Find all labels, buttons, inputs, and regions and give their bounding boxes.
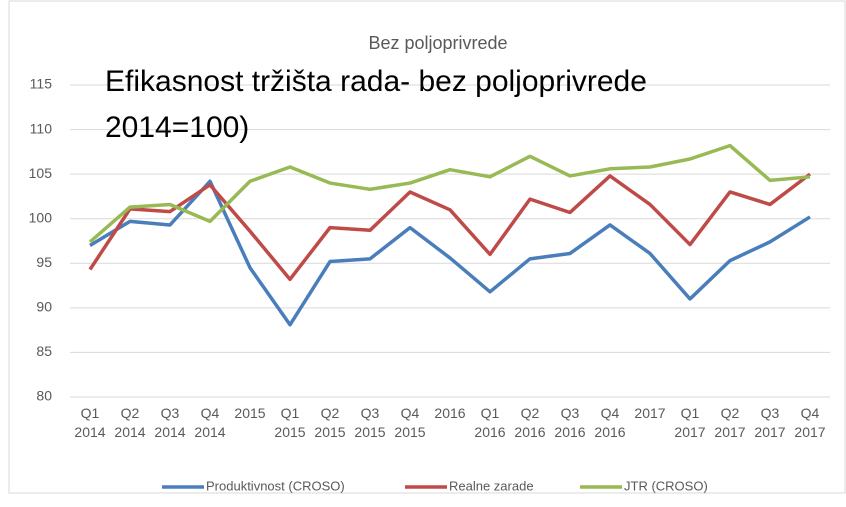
- y-tick-label: 85: [36, 343, 52, 359]
- x-tick-label: Q4 2016: [594, 405, 626, 440]
- x-tick-label: Q4 2017: [794, 405, 826, 440]
- y-tick-label: 90: [36, 299, 52, 315]
- chart-border: [8, 0, 846, 494]
- x-tick-label: 2016: [434, 405, 466, 421]
- x-tick-label: Q3 2015: [354, 405, 386, 440]
- x-tick-label: Q2 2015: [314, 405, 346, 440]
- y-tick-label: 115: [30, 76, 53, 92]
- annotation: 2014=100): [105, 111, 249, 144]
- x-tick-label: Q4 2015: [394, 405, 426, 440]
- x-tick-label: Q2 2014: [114, 405, 146, 440]
- line-series: [88, 143, 811, 244]
- legend-label: Realne zarade: [449, 478, 534, 493]
- x-tick-label: Q2 2017: [714, 405, 746, 440]
- chart-title: Bez poljoprivrede: [368, 33, 507, 53]
- x-tick-label: Q1 2014: [74, 405, 106, 440]
- annotation: Efikasnost tržišta rada- bez poljoprivre…: [105, 65, 647, 98]
- line-series: [88, 172, 812, 282]
- x-tick-label: Q3 2014: [154, 405, 186, 440]
- line-series: [89, 179, 811, 327]
- x-tick-label: 2015: [234, 405, 266, 421]
- y-tick-label: 100: [29, 209, 53, 225]
- x-tick-label: Q3 2017: [754, 405, 786, 440]
- x-tick-label: Q1 2017: [674, 405, 706, 440]
- x-tick-label: 2017: [634, 405, 666, 421]
- y-tick-label: 110: [30, 120, 53, 136]
- x-tick-label: Q1 2016: [474, 405, 506, 440]
- y-tick-label: 95: [36, 254, 52, 270]
- legend-label: Produktivnost (CROSO): [206, 478, 345, 493]
- y-tick-label: 105: [29, 165, 53, 181]
- legend-label: JTR (CROSO): [624, 478, 708, 493]
- x-tick-label: Q4 2014: [194, 405, 226, 440]
- y-tick-label: 80: [36, 388, 52, 404]
- x-tick-label: Q3 2016: [554, 405, 586, 440]
- x-tick-label: Q2 2016: [514, 405, 546, 440]
- x-tick-label: Q1 2015: [274, 405, 306, 440]
